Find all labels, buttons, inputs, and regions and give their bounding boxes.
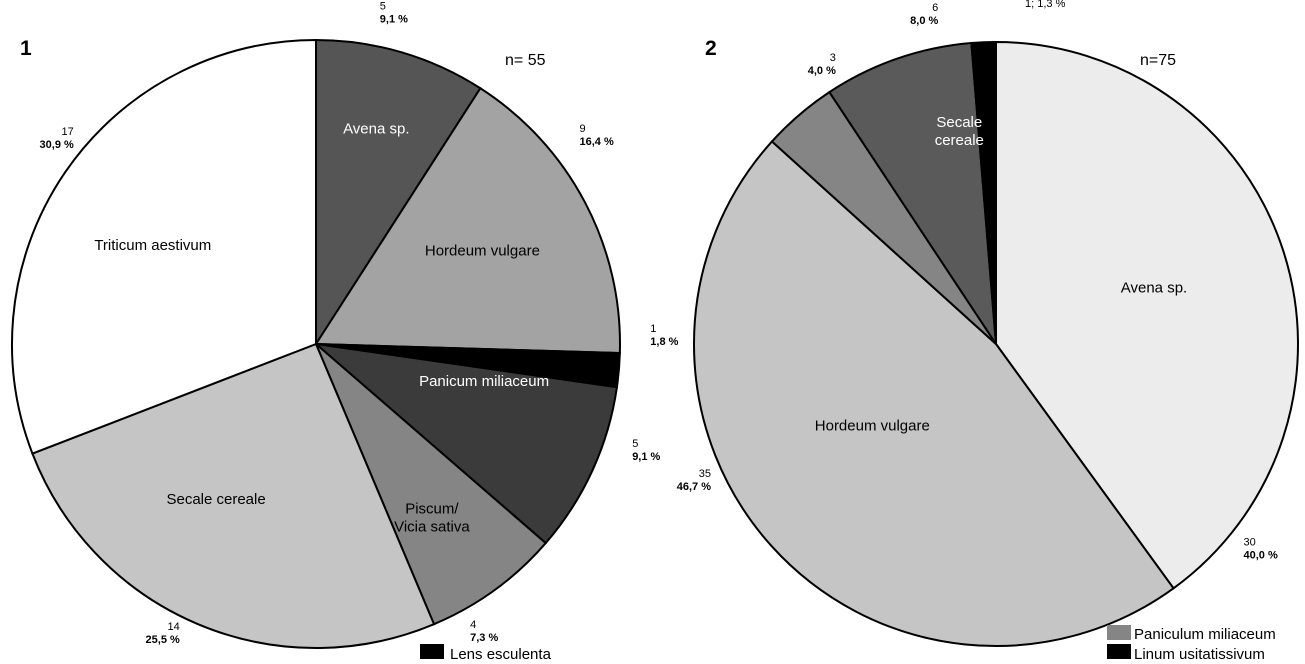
pie1-avena-sp-percent: 9,1 % (380, 14, 408, 26)
pie1-panicum-miliaceum-slice (312, 342, 619, 545)
n-label-2: n=75 (1140, 52, 1176, 69)
pie1-avena-sp-label: Avena sp. (343, 121, 409, 138)
pie1-1-8-count: 1 (650, 323, 656, 335)
pie2-secale-cereale-slice (828, 41, 997, 345)
pie2-hordeum-vulgare-label: Hordeum vulgare (815, 418, 930, 435)
pie1-secale-cereale-percent: 25,5 % (146, 634, 180, 646)
pie2-avena-sp-slice (995, 40, 1299, 590)
legend-1-label-lens: Lens esculenta (450, 646, 552, 663)
pie1-secale-cereale-label: Secale cereale (166, 491, 265, 508)
pie1-triticum-aestivum-label: Triticum aestivum (94, 237, 211, 254)
legend-1: Lens esculenta (420, 644, 552, 663)
pie1-secale-cereale-count: 14 (168, 621, 180, 633)
legend-2-swatch-paniculum (1107, 625, 1131, 640)
pie1-1-8-percent: 1,8 % (650, 336, 678, 348)
pie1-triticum-aestivum-percent: 30,9 % (40, 139, 74, 151)
pie1-hordeum-vulgare-percent: 16,4 % (580, 136, 614, 148)
legend-2-label-linum: Linum usitatissivum (1134, 646, 1265, 663)
legend-2-swatch-linum (1107, 644, 1131, 659)
pie2-4-0-count: 3 (830, 52, 836, 64)
pie1-avena-sp-slice (315, 38, 482, 348)
pie1-piscum-vicia-sativa-slice (315, 343, 548, 626)
pie2-secale-cereale-count: 6 (932, 2, 938, 14)
pie2-1-1-3-slice (970, 40, 997, 345)
legend-1-swatch-lens (420, 644, 444, 659)
pie1-panicum-miliaceum-count: 5 (632, 438, 638, 450)
pie1-panicum-miliaceum-percent: 9,1 % (632, 451, 660, 463)
panel-label-2: 2 (705, 37, 717, 60)
pie2-hordeum-vulgare-percent: 46,7 % (677, 481, 711, 493)
pie2-avena-sp-count: 30 (1244, 537, 1256, 549)
n-label-1: n= 55 (505, 52, 546, 69)
legend-2-label-paniculum: Paniculum miliaceum (1134, 626, 1276, 643)
pie2-4-0-percent: 4,0 % (808, 65, 836, 77)
pie1-panicum-miliaceum-label: Panicum miliaceum (419, 373, 549, 390)
pie1-hordeum-vulgare-slice (314, 86, 621, 355)
pie-chart-1: Avena sp. Hordeum vulgare Panicum miliaceu… (11, 1, 679, 649)
pie1-piscum-vicia-sativa-percent: 7,3 % (470, 632, 498, 644)
pie2-secale-cereale-percent: 8,0 % (910, 15, 938, 27)
pie-chart-2: Avena sp. Hordeum vulgare Secale cereale 30… (677, 0, 1299, 647)
pie1-triticum-aestivum-count: 17 (62, 126, 74, 138)
pie1-piscum-vicia-sativa-count: 4 (470, 619, 476, 631)
pie2-secale-cereale-label: Secale cereale (935, 114, 984, 149)
pie2-avena-sp-label: Avena sp. (1121, 280, 1187, 297)
pie2-avena-sp-percent: 40,0 % (1244, 550, 1278, 562)
panel-label-1: 1 (20, 37, 32, 60)
legend-2: Paniculum miliaceum Linum usitatissivum (1107, 625, 1276, 663)
pie2-1-1-3-count-percent: 1; 1,3 % (1025, 0, 1066, 10)
pie1-triticum-aestivum-slice (11, 38, 317, 455)
pie1-secale-cereale-slice (31, 342, 436, 649)
pie2-hordeum-vulgare-count: 35 (699, 468, 711, 480)
pie2-hordeum-vulgare-slice (693, 140, 1175, 647)
pie1-avena-sp-count: 5 (380, 1, 386, 13)
pie1-hordeum-vulgare-label: Hordeum vulgare (425, 243, 540, 260)
pie1-piscum-vicia-sativa-label: Piscum/Vicia sativa (394, 501, 470, 536)
pie1-hordeum-vulgare-count: 9 (580, 123, 586, 135)
